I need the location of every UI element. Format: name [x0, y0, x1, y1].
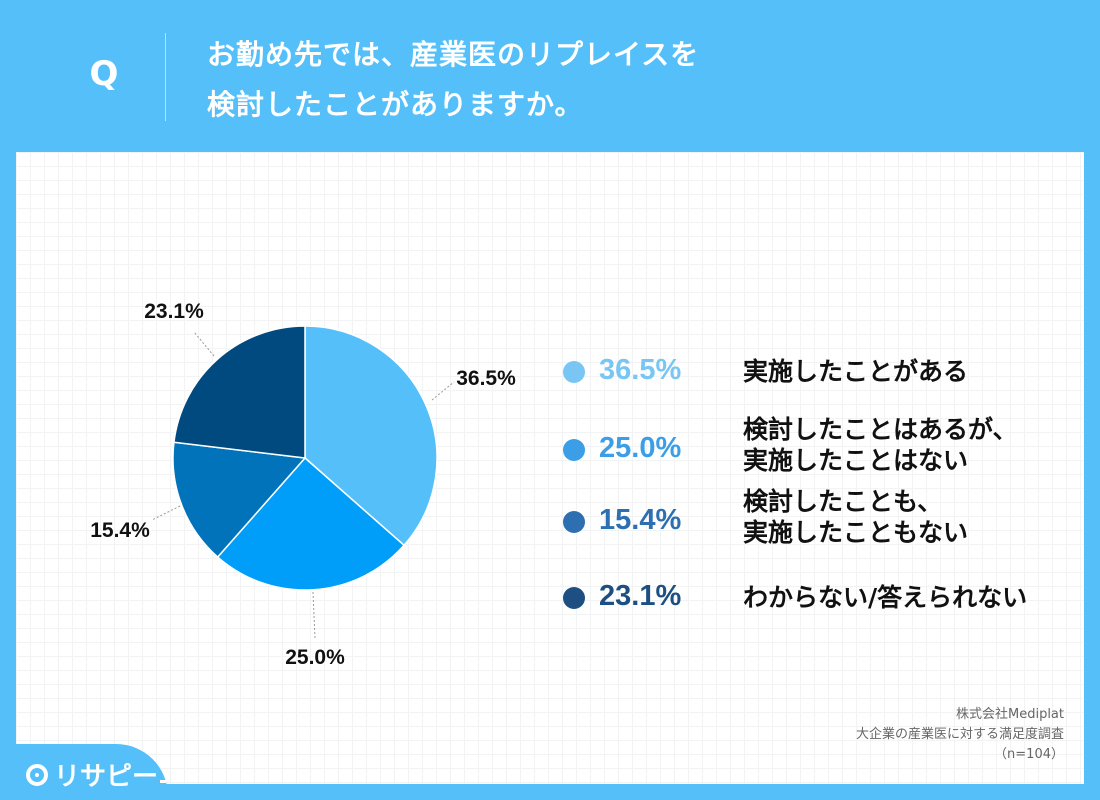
source-sample: （n=104） — [994, 747, 1064, 762]
logo-pin-icon — [26, 763, 48, 786]
question-text: お勤め先では、産業医のリプレイスを 検討したことがありますか。 — [207, 30, 1067, 130]
legend-percent-3: 15.4% — [599, 504, 682, 536]
pie-leader-line-4 — [193, 331, 215, 357]
source-survey: 大企業の産業医に対する満足度調査 — [855, 727, 1064, 742]
legend-label-2-line-2: 実施したことはない — [743, 446, 969, 475]
pie-slice-4 — [173, 325, 306, 459]
pie-leader-line-1 — [431, 381, 455, 401]
pie-data-label-3: 15.4% — [90, 519, 150, 542]
pie-data-label-1: 36.5% — [456, 367, 516, 390]
legend-swatch-2 — [563, 439, 585, 461]
logo-dash-icon — [160, 780, 167, 783]
question-marker: Q — [89, 54, 119, 94]
legend-item-1: 36.5% 実施したことがある — [563, 342, 1100, 402]
legend-label-3: 検討したことも、 実施したこともない — [743, 486, 1100, 548]
legend-label-1-line-1: 実施したことがある — [743, 357, 969, 386]
header-divider — [165, 33, 166, 121]
legend-percent-4: 23.1% — [599, 580, 682, 612]
pie-data-label-4: 23.1% — [144, 300, 204, 323]
legend-item-4: 23.1% わからない/答えられない — [563, 568, 1100, 628]
chart-card: 36.5% 25.0% 15.4% 23.1% 36.5% 実施したことがある 25.… — [16, 152, 1084, 784]
logo-text: リサピー — [54, 762, 159, 792]
legend-item-3: 15.4% 検討したことも、 実施したこともない — [563, 487, 1100, 552]
legend-swatch-4 — [563, 587, 585, 609]
question-line-2: 検討したことがありますか。 — [207, 88, 584, 121]
legend-label-3-line-1: 検討したことも、 — [743, 487, 943, 516]
legend-swatch-1 — [563, 361, 585, 383]
source-company: 株式会社Mediplat — [955, 707, 1064, 722]
legend-label-1: 実施したことがある — [743, 356, 1100, 387]
legend-label-2-line-1: 検討したことはあるが、 — [743, 415, 1018, 444]
legend-label-4-line-1: わからない/答えられない — [743, 583, 1028, 612]
pie-data-label-2: 25.0% — [285, 646, 345, 669]
pie-slice-3 — [172, 441, 307, 559]
question-line-1: お勤め先では、産業医のリプレイスを — [207, 38, 700, 71]
source-note: 株式会社Mediplat 大企業の産業医に対する満足度調査 （n=104） — [664, 705, 1064, 765]
legend-label-4: わからない/答えられない — [743, 582, 1100, 613]
legend-percent-1: 36.5% — [599, 354, 682, 386]
question-header: Q お勤め先では、産業医のリプレイスを 検討したことがありますか。 — [0, 0, 1100, 152]
pie-leader-line-2 — [312, 591, 316, 639]
pie-chart: 36.5% 25.0% 15.4% 23.1% — [90, 300, 516, 669]
legend-percent-2: 25.0% — [599, 432, 682, 464]
pie-leader-line-3 — [151, 505, 181, 521]
pie-slice-1 — [304, 325, 438, 547]
legend-label-3-line-2: 実施したこともない — [743, 518, 969, 547]
legend-label-2: 検討したことはあるが、 実施したことはない — [743, 414, 1100, 476]
brand-logo: リサピー — [26, 756, 167, 793]
legend-item-2: 25.0% 検討したことはあるが、 実施したことはない — [563, 415, 1100, 480]
legend-swatch-3 — [563, 511, 585, 533]
pie-slice-2 — [216, 456, 406, 591]
